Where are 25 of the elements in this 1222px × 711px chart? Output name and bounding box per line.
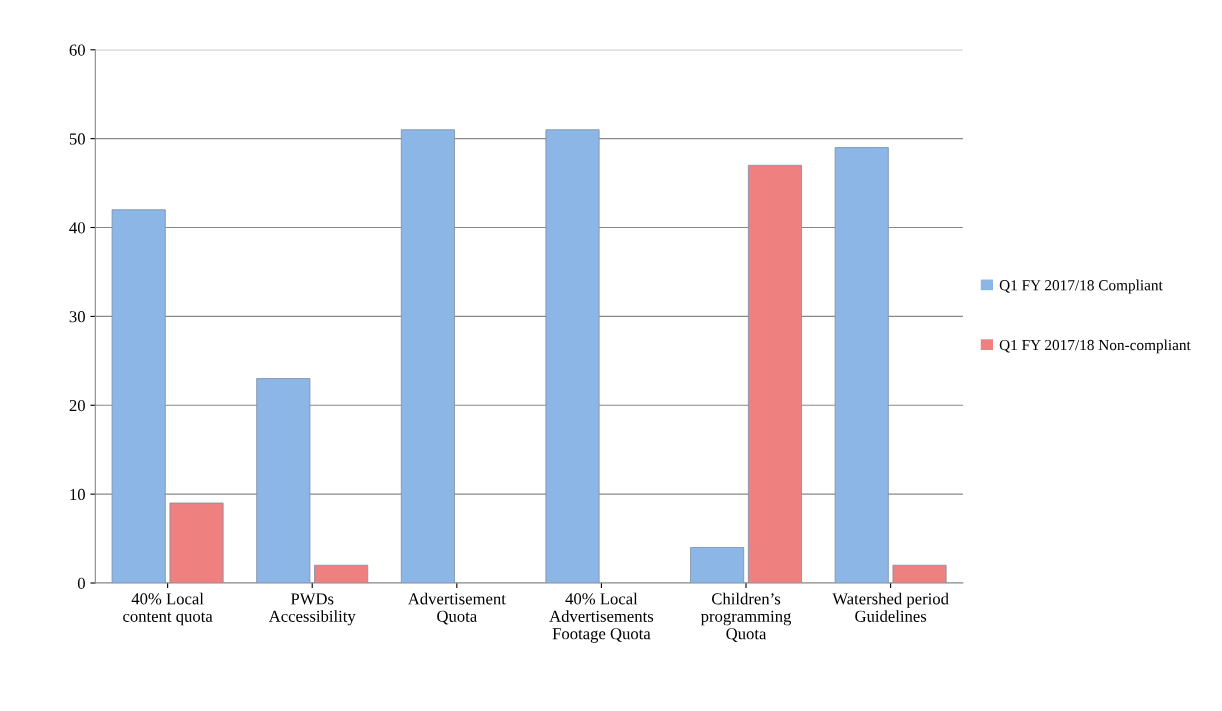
x-tick-label: 40% Local Advertisements Footage Quota: [549, 592, 654, 643]
bar: [747, 164, 802, 584]
x-tick-label: Advertisement Quota: [407, 592, 506, 625]
x-tick-label: 40% Local content quota: [123, 592, 213, 626]
bar: [169, 502, 224, 584]
legend-label: Q1 FY 2017/18 Compliant: [999, 279, 1163, 294]
x-tick-label: PWDs Accessibility: [268, 593, 356, 626]
y-tick-label: 10: [70, 488, 85, 501]
x-tick-label: Children’s programming Quota: [700, 592, 792, 642]
y-tick-label: 30: [69, 311, 85, 323]
y-tick-label: 60: [69, 44, 85, 56]
y-tick-label: 0: [77, 577, 85, 589]
bar: [256, 378, 311, 584]
bar: [545, 129, 600, 584]
x-tick-label: Watershed period Guidelines: [832, 592, 949, 622]
y-tick-label: 40: [69, 222, 85, 234]
bar: [892, 564, 947, 584]
bar: [314, 564, 369, 584]
bar: [400, 129, 455, 584]
bar: [690, 547, 745, 584]
y-tick-label: 50: [69, 133, 85, 145]
y-tick-label: 20: [69, 399, 85, 412]
legend-label: Q1 FY 2017/18 Non-compliant: [999, 339, 1191, 354]
bar: [834, 147, 889, 584]
bar: [111, 209, 166, 584]
